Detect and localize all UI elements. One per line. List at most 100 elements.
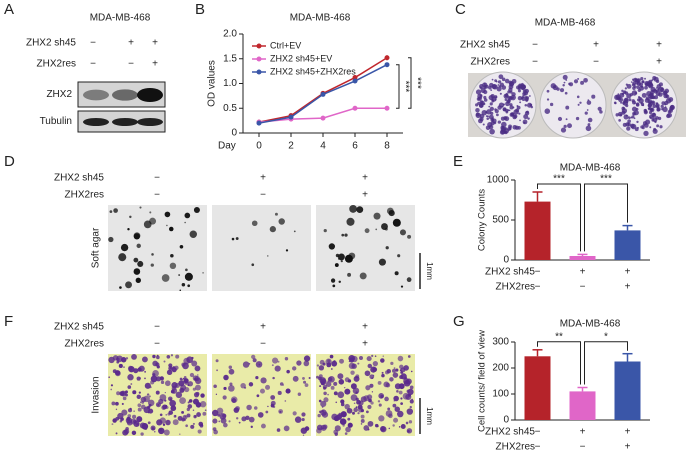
texture-dot xyxy=(407,355,411,358)
condition-mark: + xyxy=(625,282,631,293)
texture-dot xyxy=(255,376,259,380)
texture-dot xyxy=(115,432,118,435)
texture-dot xyxy=(162,423,166,426)
colony xyxy=(650,107,654,112)
colony xyxy=(546,89,550,93)
point xyxy=(352,75,358,81)
texture-dot xyxy=(116,391,121,396)
texture-dot xyxy=(251,220,258,227)
colony xyxy=(586,100,592,105)
colony xyxy=(635,103,640,107)
texture-dot xyxy=(406,378,412,385)
colony xyxy=(516,105,521,110)
colony xyxy=(478,118,483,124)
legend-label: ZHX2 sh45+ZHX2res xyxy=(270,66,356,76)
texture-dot xyxy=(174,415,177,418)
texture-dot xyxy=(110,388,113,391)
texture-dot xyxy=(372,361,378,367)
texture-dot xyxy=(327,393,329,396)
colony xyxy=(498,74,504,80)
texture-dot xyxy=(330,278,336,283)
texture-dot xyxy=(183,418,187,421)
texture-dot xyxy=(367,363,373,369)
colony xyxy=(565,105,570,110)
texture-dot xyxy=(258,363,261,366)
texture-dot xyxy=(194,384,201,391)
texture-dot xyxy=(125,281,132,289)
texture-dot xyxy=(410,370,413,373)
texture-dot xyxy=(132,390,137,395)
texture-dot xyxy=(120,243,129,252)
point xyxy=(352,105,358,111)
texture-dot xyxy=(286,369,290,374)
texture-dot xyxy=(195,391,200,396)
texture-dot xyxy=(165,414,167,416)
bar xyxy=(569,256,596,260)
texture-dot xyxy=(323,386,327,390)
colony xyxy=(518,86,521,89)
texture-dot xyxy=(339,358,344,364)
colony xyxy=(568,82,574,87)
texture-dot xyxy=(380,358,385,363)
texture-dot xyxy=(187,284,191,288)
texture-dot xyxy=(223,386,227,391)
colony xyxy=(651,112,657,118)
condition-mark: − xyxy=(580,282,586,293)
texture-dot xyxy=(252,358,257,363)
colony xyxy=(475,112,480,117)
condition-mark: − xyxy=(154,322,160,333)
texture-dot xyxy=(392,368,396,373)
texture-dot xyxy=(197,374,199,376)
colony xyxy=(668,97,674,102)
colony xyxy=(655,91,661,96)
texture-dot xyxy=(398,383,405,390)
texture-dot xyxy=(348,252,356,260)
texture-dot xyxy=(238,421,241,424)
texture-dot xyxy=(352,411,355,415)
texture-dot xyxy=(331,413,338,421)
texture-dot xyxy=(271,364,274,367)
texture-dot xyxy=(125,357,129,360)
texture-dot xyxy=(217,413,221,417)
colony xyxy=(644,85,648,90)
texture-dot xyxy=(318,365,325,371)
texture-dot xyxy=(188,399,193,403)
texture-dot xyxy=(330,385,335,390)
colony xyxy=(628,98,632,102)
texture-dot xyxy=(166,354,171,359)
legend-marker xyxy=(256,43,262,49)
texture-dot xyxy=(179,433,181,435)
texture-dot xyxy=(194,377,202,385)
y-tick-label: 1000 xyxy=(487,175,510,186)
texture-dot xyxy=(341,233,345,237)
texture-dot xyxy=(126,419,133,426)
texture-dot xyxy=(347,272,352,277)
colony xyxy=(632,111,637,116)
texture-dot xyxy=(169,398,172,401)
point xyxy=(384,62,390,68)
texture-dot xyxy=(193,377,197,381)
condition-mark: + xyxy=(580,427,586,438)
texture-dot xyxy=(339,418,347,425)
colony xyxy=(625,83,628,86)
blot-label: ZHX2 xyxy=(46,89,72,100)
texture-dot xyxy=(181,378,184,381)
colony xyxy=(613,101,617,105)
significance-label: *** xyxy=(600,174,612,185)
texture-dot xyxy=(123,428,130,435)
y-tick-label: 0 xyxy=(503,255,509,266)
colony xyxy=(597,106,602,111)
texture-dot xyxy=(353,402,356,404)
colony xyxy=(475,107,480,113)
texture-dot xyxy=(377,380,382,385)
texture-dot xyxy=(355,397,359,401)
colony xyxy=(573,79,579,84)
texture-dot xyxy=(274,212,278,216)
texture-dot xyxy=(164,405,167,409)
colony xyxy=(478,103,484,108)
condition-mark: − xyxy=(535,267,541,278)
texture-dot xyxy=(133,368,139,374)
texture-dot xyxy=(328,243,336,250)
texture-dot xyxy=(285,388,291,394)
